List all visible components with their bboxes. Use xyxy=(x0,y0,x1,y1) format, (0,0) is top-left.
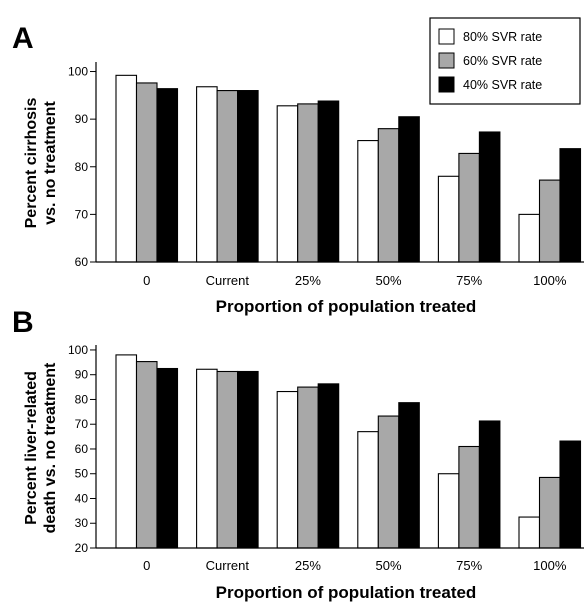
panel-a-ylabel-line1: Percent cirrhosis xyxy=(23,98,40,229)
panel-a-bar-5-1 xyxy=(538,179,561,263)
panel-a-bar-1-2 xyxy=(237,90,259,263)
legend-swatch-40 xyxy=(438,76,455,93)
panel-a-ytick-label-90: 90 xyxy=(75,112,89,126)
panel-b-xtick-label-3: 50% xyxy=(376,558,402,573)
panel-a-ytick-label-100: 100 xyxy=(68,65,88,79)
panel-b-ylabel-line2: death vs. no treatment xyxy=(42,362,59,533)
panel-b-bar-2-0 xyxy=(276,390,299,549)
panel-b-bar-3-2 xyxy=(398,402,420,549)
panel-a-bar-3-0 xyxy=(357,140,379,263)
panel-b-ytick-label-80: 80 xyxy=(75,392,89,406)
panel-b-bar-5-1 xyxy=(538,476,561,549)
panel-b-bar-4-1 xyxy=(458,445,480,549)
legend-swatch-60 xyxy=(438,52,455,69)
panel-a-xtick-label-1: Current xyxy=(206,273,250,288)
panel-b-ytick-label-30: 30 xyxy=(75,516,89,530)
panel-a-bars xyxy=(115,74,582,263)
panel-a-ytick-label-80: 80 xyxy=(75,160,89,174)
legend-swatch-80 xyxy=(438,28,455,45)
panel-a-xtick-label-3: 50% xyxy=(376,273,402,288)
panel-b-y-ticks: 20 30 40 50 60 70 80 90 100 xyxy=(68,343,96,555)
panel-a-ylabel-line2: vs. no treatment xyxy=(42,101,59,225)
panel-a-letter: A xyxy=(12,22,34,55)
panel-a-xtick-label-0: 0 xyxy=(143,273,150,288)
panel-a-bar-1-1 xyxy=(216,90,239,263)
panel-b-xtick-label-0: 0 xyxy=(143,558,150,573)
panel-b-bars xyxy=(115,354,582,549)
panel-b-bar-3-1 xyxy=(377,415,400,549)
panel-b-ytick-label-60: 60 xyxy=(75,442,89,456)
panel-a-bar-2-1 xyxy=(297,103,319,263)
panel-b-ytick-label-90: 90 xyxy=(75,368,89,382)
panel-a-bar-5-2 xyxy=(559,148,582,263)
panel-b-bar-5-2 xyxy=(559,440,582,549)
panel-a-bar-3-1 xyxy=(377,128,400,263)
panel-b-bar-0-2 xyxy=(156,367,179,549)
panel-a-bar-2-2 xyxy=(317,100,340,263)
legend-label-80: 80% SVR rate xyxy=(463,30,542,44)
panel-b-bar-2-1 xyxy=(297,386,319,549)
panel-b-x-ticks: 0 Current 25% 50% 75% 100% xyxy=(143,558,567,573)
legend-label-60: 60% SVR rate xyxy=(463,54,542,68)
panel-a-x-ticks: 0 Current 25% 50% 75% 100% xyxy=(143,273,567,288)
panel-b-xlabel: Proportion of population treated xyxy=(216,583,477,602)
panel-b-bar-4-2 xyxy=(478,420,501,549)
panel-b-bar-4-0 xyxy=(437,473,460,549)
panel-b-ytick-label-40: 40 xyxy=(75,491,89,505)
panel-a-bar-4-1 xyxy=(458,152,480,263)
panel-b-bar-1-1 xyxy=(216,370,239,549)
legend: 80% SVR rate 60% SVR rate 40% SVR rate xyxy=(429,17,581,105)
panel-a-bar-0-1 xyxy=(135,82,158,263)
panel-b-bar-2-2 xyxy=(317,383,340,549)
panel-a-xtick-label-5: 100% xyxy=(533,273,567,288)
panel-b-bar-5-0 xyxy=(518,516,541,549)
panel-b-xtick-label-4: 75% xyxy=(456,558,482,573)
panel-b-bar-1-2 xyxy=(237,370,259,549)
panel-b-bar-0-1 xyxy=(135,361,158,549)
panel-a-bar-4-2 xyxy=(478,131,501,263)
panel-a-xtick-label-2: 25% xyxy=(295,273,321,288)
panel-a-bar-4-0 xyxy=(437,175,460,263)
panel-b-bar-0-0 xyxy=(115,354,138,549)
panel-b-chart: Percent liver-related death vs. no treat… xyxy=(23,343,584,602)
legend-box xyxy=(429,17,581,105)
panel-b-ylabel-line1: Percent liver-related xyxy=(23,371,40,525)
panel-b-ytick-label-100: 100 xyxy=(68,343,88,357)
panel-a-bar-2-0 xyxy=(276,105,299,263)
panel-b-bar-3-0 xyxy=(357,431,379,549)
panel-b-ytick-label-50: 50 xyxy=(75,467,89,481)
panel-b-letter: B xyxy=(12,306,34,339)
panel-b-xtick-label-5: 100% xyxy=(533,558,567,573)
panel-b-xtick-label-1: Current xyxy=(206,558,250,573)
panel-b-bar-1-0 xyxy=(196,368,218,549)
panel-b-ytick-label-70: 70 xyxy=(75,417,89,431)
panel-b-ytick-label-20: 20 xyxy=(75,541,89,555)
panel-a-xlabel: Proportion of population treated xyxy=(216,297,477,316)
panel-a-chart: Percent cirrhosis vs. no treatment 60 70 8… xyxy=(23,62,584,316)
panel-a-xtick-label-4: 75% xyxy=(456,273,482,288)
panel-a-bar-1-0 xyxy=(196,86,218,263)
panel-a-bar-3-2 xyxy=(398,116,420,263)
panel-a-ytick-label-70: 70 xyxy=(75,207,89,221)
panel-a-bar-5-0 xyxy=(518,213,541,263)
panel-a-y-ticks: 60 70 80 90 100 xyxy=(68,65,96,269)
legend-label-40: 40% SVR rate xyxy=(463,78,542,92)
panel-a-bar-0-2 xyxy=(156,88,179,263)
panel-a-ytick-label-60: 60 xyxy=(75,255,89,269)
panel-b-xtick-label-2: 25% xyxy=(295,558,321,573)
panel-a-bar-0-0 xyxy=(115,74,138,263)
